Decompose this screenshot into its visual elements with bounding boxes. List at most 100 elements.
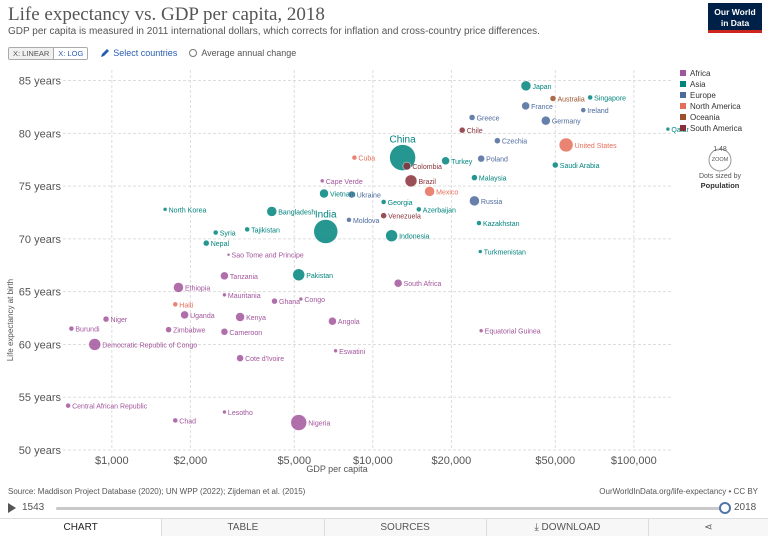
point-australia[interactable] <box>549 95 557 102</box>
point-united-states[interactable] <box>558 137 574 153</box>
point-label: United States <box>575 143 618 150</box>
source-note: Source: Maddison Project Database (2020)… <box>8 487 306 496</box>
point-vietnam[interactable] <box>319 188 329 199</box>
legend-swatch <box>680 70 686 76</box>
select-countries-button[interactable]: Select countries <box>100 48 177 58</box>
point-bangladesh[interactable] <box>266 206 278 217</box>
owid-logo[interactable]: Our World in Data <box>708 3 762 33</box>
point-congo[interactable] <box>298 296 304 302</box>
timeline-handle[interactable] <box>719 502 731 514</box>
point-tanzania[interactable] <box>220 271 229 281</box>
point-cote-d-ivoire[interactable] <box>236 354 244 362</box>
tab-download-label: DOWNLOAD <box>541 522 601 533</box>
point-angola[interactable] <box>328 316 337 326</box>
point-haiti[interactable] <box>172 301 179 308</box>
point-ukraine[interactable] <box>347 190 356 199</box>
point-label: Brazil <box>418 179 436 186</box>
x-tick-label: $50,000 <box>535 455 575 467</box>
point-indonesia[interactable] <box>385 229 398 242</box>
legend-item-label[interactable]: South America <box>690 124 743 133</box>
size-legend-circle <box>708 148 732 172</box>
point-syria[interactable] <box>212 229 219 236</box>
x-log-button[interactable]: X: LOG <box>53 47 88 59</box>
point-poland[interactable] <box>477 154 485 163</box>
point-malaysia[interactable] <box>471 174 478 181</box>
point-ireland[interactable] <box>580 107 587 113</box>
point-tajikistan[interactable] <box>244 226 250 233</box>
point-ghana[interactable] <box>271 297 278 305</box>
point-japan[interactable] <box>520 80 532 92</box>
point-chile[interactable] <box>458 126 466 134</box>
play-icon[interactable] <box>8 503 16 513</box>
point-nigeria[interactable] <box>290 414 307 431</box>
tab-sources[interactable]: SOURCES <box>323 519 486 536</box>
point-india[interactable] <box>313 219 338 244</box>
point-colombia[interactable] <box>402 161 412 171</box>
avg-change-checkbox[interactable]: Average annual change <box>189 48 296 58</box>
tab-download[interactable]: ⤓ DOWNLOAD <box>485 519 648 536</box>
logo-line-1: Our World <box>714 7 756 17</box>
point-north-korea[interactable] <box>162 207 168 212</box>
point-chad[interactable] <box>172 417 179 424</box>
point-france[interactable] <box>521 101 530 111</box>
point-cameroon[interactable] <box>220 328 229 336</box>
point-lesotho[interactable] <box>222 409 227 415</box>
point-eswatini[interactable] <box>333 348 338 354</box>
point-greece[interactable] <box>468 114 476 121</box>
point-germany[interactable] <box>541 115 551 126</box>
point-turkmenistan[interactable] <box>478 249 483 254</box>
legend-item-label[interactable]: North America <box>690 102 741 111</box>
point-label: Cape Verde <box>326 179 363 186</box>
point-uganda[interactable] <box>180 310 189 320</box>
point-azerbaijan[interactable] <box>416 206 422 213</box>
scatter-chart[interactable]: 50 years 55 years 60 years 65 years 70 years… <box>0 60 768 484</box>
point-label: Zimbabwe <box>173 328 205 335</box>
point-kazakhstan[interactable] <box>476 220 482 226</box>
size-legend: 1.48 ZOOM Dots sized by Population <box>699 146 742 190</box>
point-sao-tome-and-principe[interactable] <box>226 252 231 257</box>
point-democratic-republic-of-congo[interactable] <box>88 338 101 351</box>
point-moldova[interactable] <box>346 217 352 223</box>
point-burundi[interactable] <box>68 325 75 332</box>
point-cape-verde[interactable] <box>320 178 325 184</box>
point-georgia[interactable] <box>380 199 387 205</box>
point-central-african-republic[interactable] <box>65 402 71 409</box>
point-label: Malaysia <box>479 176 507 183</box>
legend-item-label[interactable]: Oceania <box>690 113 720 122</box>
legend-item-label[interactable]: Asia <box>690 80 706 89</box>
point-equatorial-guinea[interactable] <box>478 328 484 333</box>
point-saudi-arabia[interactable] <box>552 161 559 169</box>
point-niger[interactable] <box>102 315 110 323</box>
point-turkey[interactable] <box>441 156 450 166</box>
timeline[interactable]: 1543 2018 <box>8 502 760 516</box>
point-czechia[interactable] <box>494 137 501 144</box>
source-url[interactable]: OurWorldInData.org/life-expectancy • CC … <box>599 487 758 496</box>
legend: Africa Asia Europe North America Oceania Sout… <box>680 69 743 133</box>
point-south-africa[interactable] <box>393 278 403 288</box>
x-linear-button[interactable]: X: LINEAR <box>9 47 54 59</box>
point-pakistan[interactable] <box>292 268 305 282</box>
tab-chart[interactable]: CHART <box>0 519 162 536</box>
point-kenya[interactable] <box>235 312 245 322</box>
point-mauritania[interactable] <box>222 292 227 298</box>
legend-item-label[interactable]: Europe <box>690 91 716 100</box>
point-mexico[interactable] <box>424 186 435 197</box>
tab-table[interactable]: TABLE <box>161 519 324 536</box>
timeline-track[interactable] <box>56 507 726 510</box>
point-nepal[interactable] <box>202 239 210 247</box>
x-tick-label: $20,000 <box>432 455 472 467</box>
point-brazil[interactable] <box>404 174 418 188</box>
legend-item-label[interactable]: Africa <box>690 69 711 78</box>
radio-icon <box>189 49 198 57</box>
point-venezuela[interactable] <box>380 212 387 219</box>
point-label: Cote d'Ivoire <box>245 356 284 363</box>
point-qatar[interactable] <box>665 126 671 132</box>
share-button[interactable]: ⋖ <box>648 519 768 536</box>
point-label: Greece <box>477 116 500 123</box>
point-ethiopia[interactable] <box>173 282 184 293</box>
point-zimbabwe[interactable] <box>165 326 172 333</box>
point-russia[interactable] <box>469 195 480 207</box>
point-cuba[interactable] <box>351 154 358 161</box>
x-scale-toggle[interactable]: X: LINEAR X: LOG <box>8 46 89 60</box>
point-singapore[interactable] <box>587 94 593 101</box>
